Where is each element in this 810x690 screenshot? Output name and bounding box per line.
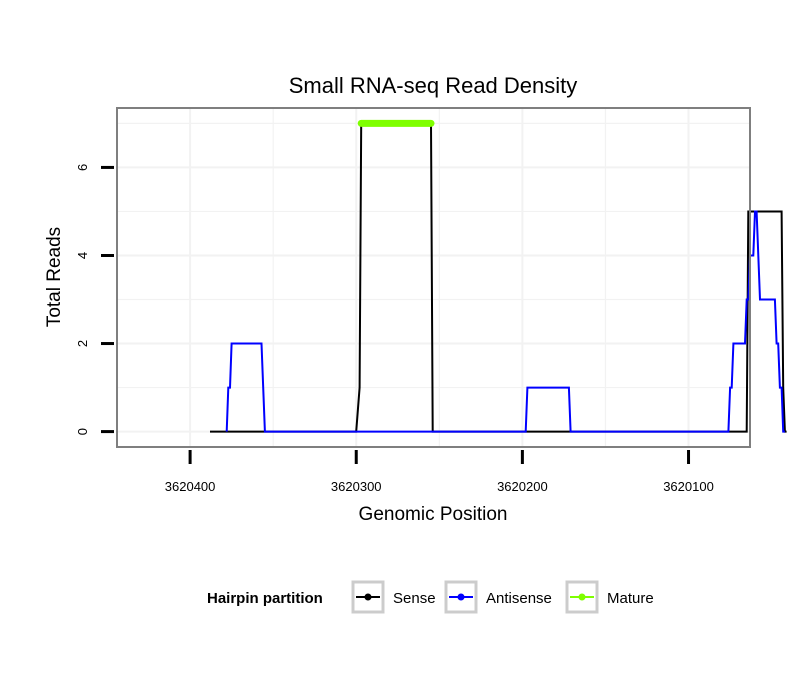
series-line-antisense xyxy=(225,255,751,433)
legend-label-mature: Mature xyxy=(607,590,654,607)
legend-item-antisense: Antisense xyxy=(444,580,552,614)
legend: Hairpin partition Sense Antisense Mature xyxy=(207,580,654,614)
y-tick-label: 2 xyxy=(75,340,90,347)
series-layer xyxy=(210,119,787,433)
series-line-antisense-3-arm xyxy=(750,210,785,433)
legend-key-dot xyxy=(457,593,465,601)
series-line-sense-3-arm xyxy=(750,210,787,433)
legend-label-sense: Sense xyxy=(393,590,436,607)
legend-title: Hairpin partition xyxy=(207,590,323,607)
grid-lines xyxy=(117,108,750,447)
x-tick-label: 3620300 xyxy=(331,479,382,494)
legend-item-mature: Mature xyxy=(565,580,654,614)
x-tick-label: 3620100 xyxy=(663,479,714,494)
series-line-sense xyxy=(210,122,750,433)
legend-key-dot xyxy=(578,593,586,601)
y-axis: 0 2 4 6 xyxy=(75,164,114,435)
x-tick-label: 3620200 xyxy=(497,479,548,494)
legend-key-dot xyxy=(364,593,372,601)
chart-title: Small RNA-seq Read Density xyxy=(289,73,578,98)
y-tick-label: 4 xyxy=(75,252,90,259)
x-axis-title: Genomic Position xyxy=(359,504,508,525)
legend-label-antisense: Antisense xyxy=(486,590,552,607)
legend-item-sense: Sense xyxy=(351,580,436,614)
plot-panel xyxy=(116,107,787,448)
y-tick-label: 6 xyxy=(75,164,90,171)
panel-border xyxy=(116,107,751,448)
y-axis-title: Total Reads xyxy=(44,227,65,327)
x-axis: 3620400 3620300 3620200 3620100 xyxy=(165,450,714,494)
x-tick-label: 3620400 xyxy=(165,479,216,494)
y-tick-label: 0 xyxy=(75,428,90,435)
